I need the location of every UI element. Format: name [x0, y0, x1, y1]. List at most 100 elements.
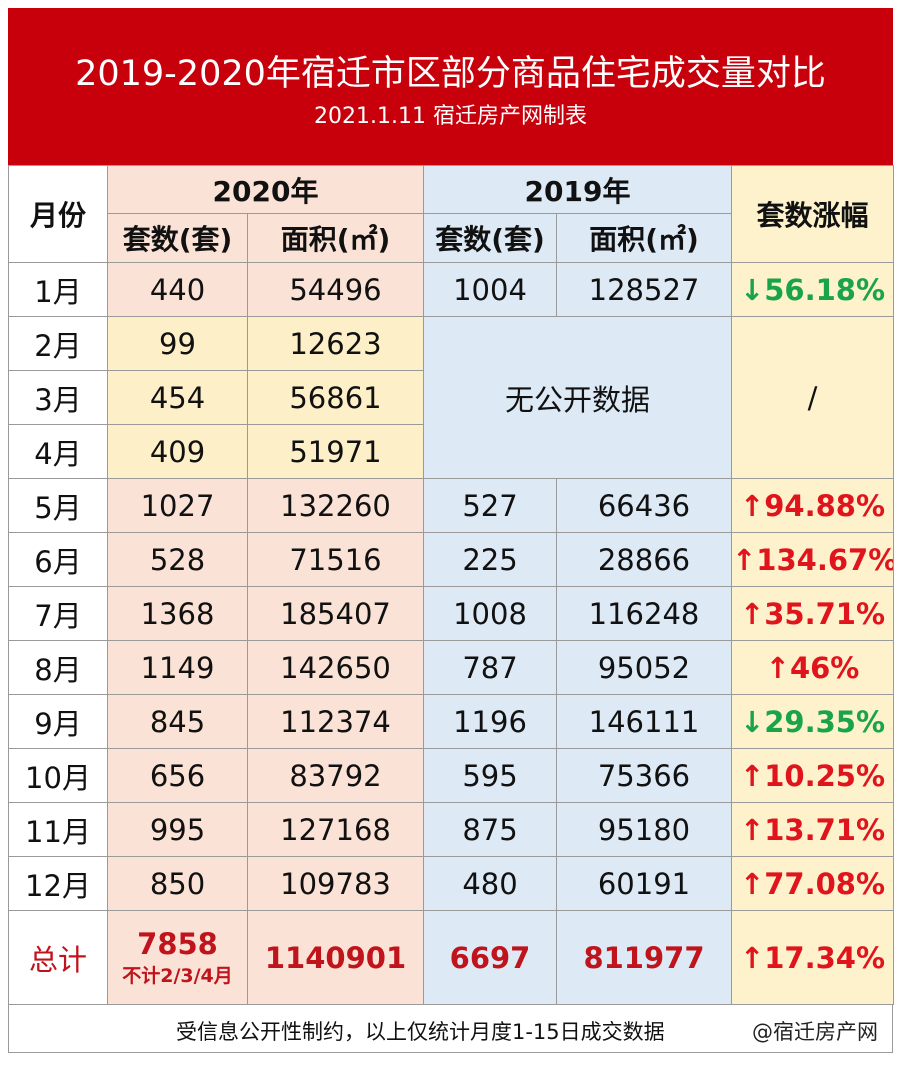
footnote: 受信息公开性制约，以上仅统计月度1-15日成交数据 — [176, 1020, 665, 1044]
subtitle: 2021.1.11 宿迁房产网制表 — [314, 104, 587, 129]
no-data-cell: 无公开数据 — [423, 316, 732, 479]
page: 2019-2020年宿迁市区部分商品住宅成交量对比 2021.1.11 宿迁房产… — [8, 8, 894, 1053]
data-cell: 850 — [107, 856, 248, 911]
data-cell: 845 — [107, 694, 248, 749]
data-cell: 440 — [107, 262, 248, 317]
data-cell: 1008 — [423, 586, 557, 641]
month-cell: 3月 — [8, 370, 108, 425]
growth-cell: ↑77.08% — [731, 856, 894, 911]
month-cell: 9月 — [8, 694, 108, 749]
data-cell: 1149 — [107, 640, 248, 695]
data-cell: 51971 — [247, 424, 424, 479]
total-value: 7858 — [137, 927, 218, 961]
total-cell: 1140901 — [247, 910, 424, 1005]
data-cell: 1368 — [107, 586, 248, 641]
data-cell: 527 — [423, 478, 557, 533]
data-cell: 875 — [423, 802, 557, 857]
sales-table: 月份 2020年 2019年 套数涨幅 套数(套) 面积(㎡) 套数(套) 面积(㎡) 1月 44… — [8, 165, 894, 1005]
data-cell: 95180 — [556, 802, 732, 857]
data-cell: 128527 — [556, 262, 732, 317]
table-row: 总计 7858 不计2/3/4月 1140901 6697 811977 ↑17.34% — [8, 910, 894, 1005]
title-band: 2019-2020年宿迁市区部分商品住宅成交量对比 2021.1.11 宿迁房产… — [8, 8, 893, 165]
total-label: 总计 — [8, 910, 108, 1005]
header-cell: 2019年 — [423, 165, 732, 214]
growth-cell: ↓56.18% — [731, 262, 894, 317]
data-cell: 71516 — [247, 532, 424, 587]
subheader-cell: 套数(套) — [107, 213, 248, 263]
data-cell: 12623 — [247, 316, 424, 371]
growth-cell: ↑94.88% — [731, 478, 894, 533]
data-cell: 60191 — [556, 856, 732, 911]
month-cell: 10月 — [8, 748, 108, 803]
table-row: 9月 845 112374 1196 146111 ↓29.35% — [8, 694, 894, 749]
table-row: 月份 2020年 2019年 套数涨幅 — [8, 165, 894, 263]
month-cell: 8月 — [8, 640, 108, 695]
data-cell: 995 — [107, 802, 248, 857]
growth-cell: ↑10.25% — [731, 748, 894, 803]
table-row: 1月 440 54496 1004 128527 ↓56.18% — [8, 262, 894, 317]
data-cell: 112374 — [247, 694, 424, 749]
table-row: 10月 656 83792 595 75366 ↑10.25% — [8, 748, 894, 803]
table-row: 6月 528 71516 225 28866 ↑134.67% — [8, 532, 894, 587]
data-cell: 95052 — [556, 640, 732, 695]
data-cell: 66436 — [556, 478, 732, 533]
growth-cell: ↓29.35% — [731, 694, 894, 749]
data-cell: 127168 — [247, 802, 424, 857]
data-cell: 56861 — [247, 370, 424, 425]
month-cell: 4月 — [8, 424, 108, 479]
subheader-cell: 面积(㎡) — [247, 213, 424, 263]
month-cell: 12月 — [8, 856, 108, 911]
month-cell: 6月 — [8, 532, 108, 587]
data-cell: 185407 — [247, 586, 424, 641]
data-cell: 116248 — [556, 586, 732, 641]
total-cell: 6697 — [423, 910, 557, 1005]
subheader-cell: 套数(套) — [423, 213, 557, 263]
data-cell: 132260 — [247, 478, 424, 533]
table-row: 套数(套) 面积(㎡) 套数(套) 面积(㎡) — [9, 213, 894, 263]
growth-cell: ↑134.67% — [731, 532, 894, 587]
total-cell: 7858 不计2/3/4月 — [107, 910, 248, 1005]
month-cell: 11月 — [8, 802, 108, 857]
growth-cell: ↑35.71% — [731, 586, 894, 641]
total-note: 不计2/3/4月 — [122, 965, 233, 987]
data-cell: 1004 — [423, 262, 557, 317]
table-row: 8月 1149 142650 787 95052 ↑46% — [8, 640, 894, 695]
table-row: 3月 454 56861 — [8, 370, 894, 425]
data-cell: 480 — [423, 856, 557, 911]
data-cell: 99 — [107, 316, 248, 371]
month-cell: 5月 — [8, 478, 108, 533]
month-cell: 2月 — [8, 316, 108, 371]
data-cell: 656 — [107, 748, 248, 803]
title: 2019-2020年宿迁市区部分商品住宅成交量对比 — [75, 54, 826, 94]
data-cell: 787 — [423, 640, 557, 695]
watermark: @宿迁房产网 — [752, 1020, 878, 1044]
data-cell: 146111 — [556, 694, 732, 749]
table-row: 2月 99 12623 无公开数据 / — [8, 316, 894, 479]
month-cell: 1月 — [8, 262, 108, 317]
data-cell: 75366 — [556, 748, 732, 803]
total-growth: ↑17.34% — [731, 910, 894, 1005]
header-cell: 套数涨幅 — [731, 165, 894, 263]
data-cell: 528 — [107, 532, 248, 587]
growth-cell: ↑13.71% — [731, 802, 894, 857]
data-cell: 1027 — [107, 478, 248, 533]
table-row: 4月 409 51971 — [8, 424, 894, 479]
data-cell: 142650 — [247, 640, 424, 695]
data-cell: 83792 — [247, 748, 424, 803]
header-cell: 月份 — [8, 165, 108, 263]
data-cell: 225 — [423, 532, 557, 587]
total-cell: 811977 — [556, 910, 732, 1005]
data-cell: 28866 — [556, 532, 732, 587]
growth-cell: ↑46% — [731, 640, 894, 695]
footer: 受信息公开性制约，以上仅统计月度1-15日成交数据 @宿迁房产网 — [8, 1005, 893, 1053]
month-cell: 7月 — [8, 586, 108, 641]
data-cell: 54496 — [247, 262, 424, 317]
data-cell: 454 — [107, 370, 248, 425]
no-change-cell: / — [731, 316, 894, 479]
table-row: 7月 1368 185407 1008 116248 ↑35.71% — [8, 586, 894, 641]
data-cell: 595 — [423, 748, 557, 803]
header-cell: 2020年 — [107, 165, 424, 214]
table-row: 5月 1027 132260 527 66436 ↑94.88% — [8, 478, 894, 533]
table-row: 11月 995 127168 875 95180 ↑13.71% — [8, 802, 894, 857]
table-row: 12月 850 109783 480 60191 ↑77.08% — [8, 856, 894, 911]
